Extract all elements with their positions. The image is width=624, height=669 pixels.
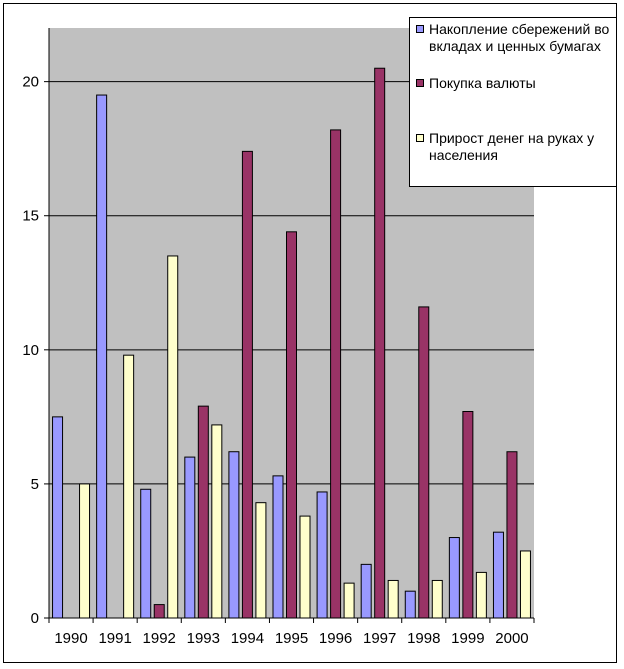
x-tick-label: 1995 (275, 630, 308, 647)
bar-series-3-1996 (343, 582, 355, 619)
x-tick-label: 1992 (143, 630, 176, 647)
legend-label-savings: Накопление сбережений во вкладах и ценны… (429, 21, 610, 54)
y-tick-labels: 0 5 10 15 20 (22, 74, 39, 627)
bar-series-2-1993 (197, 405, 209, 619)
x-tick-label: 1998 (407, 630, 440, 647)
legend-swatch-currency (416, 79, 424, 87)
bar-series-1-1991 (96, 94, 108, 619)
bar-series-3-2000 (519, 550, 531, 619)
legend-entry-currency: Покупка валюты (416, 75, 612, 92)
y-tick-label: 20 (22, 74, 39, 91)
legend-label-currency: Покупка валюты (429, 75, 536, 91)
y-tick-label: 10 (22, 342, 39, 359)
bar-series-2-1999 (462, 411, 474, 619)
bar-series-1-1992 (140, 488, 152, 619)
bar-series-2-1997 (374, 67, 386, 619)
x-tick-label: 1999 (451, 630, 484, 647)
legend-label-cash: Прирост денег на руках у населения (429, 130, 595, 163)
x-tick-label: 2000 (495, 630, 528, 647)
legend-entry-cash: Прирост денег на руках у населения (416, 130, 612, 164)
axes (44, 28, 535, 623)
x-tick-label: 1994 (231, 630, 264, 647)
x-tick-label: 1997 (363, 630, 396, 647)
bar-series-1-1993 (184, 456, 196, 619)
bar-series-2-1996 (330, 129, 342, 619)
bar-series-3-1990 (79, 483, 91, 619)
legend-swatch-cash (416, 134, 424, 142)
x-tick-label: 1990 (54, 630, 87, 647)
bar-series-2-1998 (418, 306, 430, 619)
bar-series-3-1994 (255, 502, 267, 619)
bar-series-1-1998 (404, 590, 416, 619)
bar-series-1-1997 (360, 563, 372, 619)
bar-series-3-1992 (167, 255, 179, 619)
bar-series-2-1994 (241, 150, 253, 619)
bar-series-3-1998 (431, 579, 443, 619)
bar-series-2-1992 (153, 604, 165, 619)
bars (52, 67, 531, 619)
bar-series-1-1995 (272, 475, 284, 619)
bar-series-2-1995 (286, 231, 297, 619)
bar-series-3-1991 (123, 354, 135, 619)
legend-swatch-savings (416, 25, 424, 33)
x-tick-label: 1991 (98, 630, 131, 647)
y-tick-label: 15 (22, 208, 39, 225)
bar-series-2-2000 (506, 451, 518, 619)
x-tick-label: 1996 (319, 630, 352, 647)
bar-series-1-2000 (492, 531, 504, 619)
bar-series-3-1993 (211, 424, 223, 619)
bar-series-3-1997 (387, 579, 399, 619)
legend-entry-savings: Накопление сбережений во вкладах и ценны… (416, 21, 612, 55)
bar-series-3-1995 (299, 515, 311, 619)
bar-series-1-1994 (228, 451, 240, 619)
x-tick-label: 1993 (187, 630, 220, 647)
bar-series-1-1990 (52, 416, 64, 619)
y-tick-label: 5 (31, 476, 39, 493)
bar-series-3-1999 (475, 571, 487, 619)
bar-series-1-1996 (316, 491, 328, 619)
bar-series-1-1999 (448, 537, 460, 619)
y-tick-label: 0 (31, 610, 39, 627)
legend: Накопление сбережений во вкладах и ценны… (409, 17, 617, 187)
x-tick-labels: 1990 1991 1992 1993 1994 1995 1996 1997 1998 1999… (54, 630, 528, 647)
chart-frame: 0 5 10 15 20 1990 1991 1992 1993 1994 1995 1996 199… (3, 3, 617, 663)
